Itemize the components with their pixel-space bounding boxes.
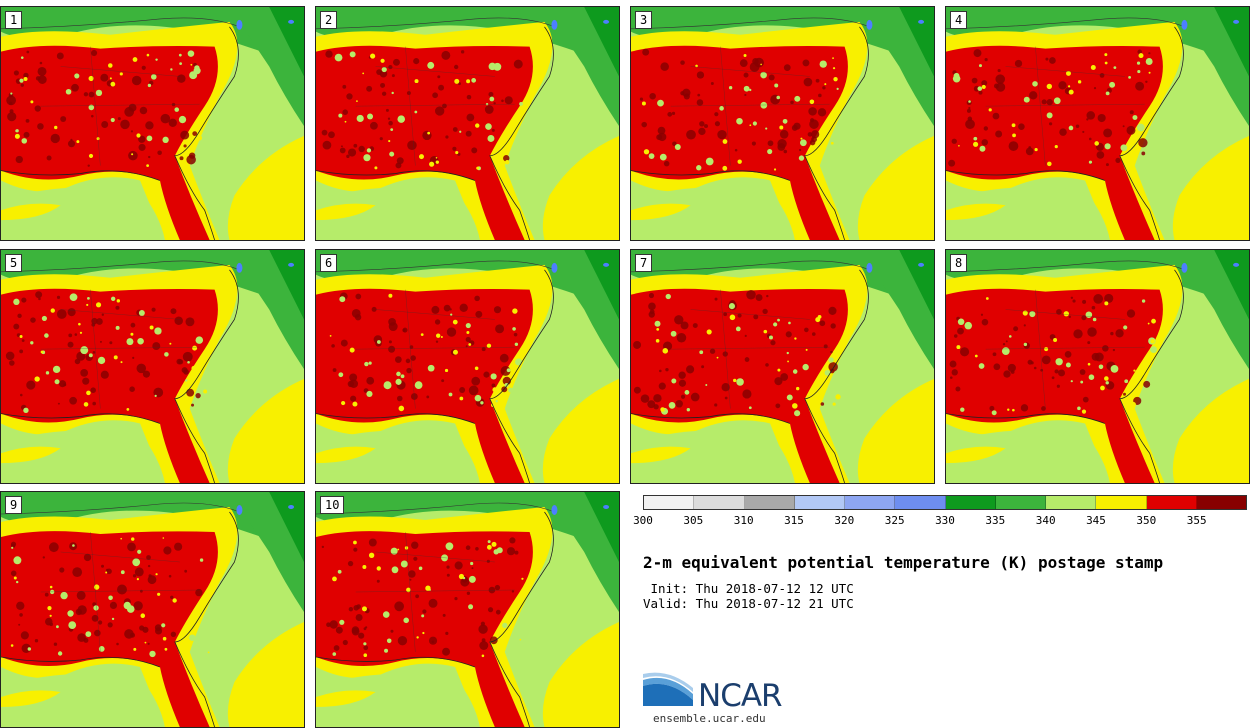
map-field	[631, 250, 934, 483]
member-label: 5	[5, 254, 23, 272]
map-field	[631, 7, 934, 240]
member-label: 10	[320, 496, 345, 514]
map-field	[946, 250, 1249, 483]
map-panel-10: 10	[315, 491, 620, 728]
colorbar-tick-label: 345	[1086, 514, 1106, 527]
colorbar-swatch	[1146, 496, 1197, 509]
member-label: 8	[950, 254, 968, 272]
map-field	[316, 250, 619, 483]
colorbar-tick-label: 310	[733, 514, 754, 527]
time-info: Init: Thu 2018-07-12 12 UTC Valid: Thu 2…	[643, 581, 854, 611]
map-field	[316, 492, 619, 727]
colorbar-tick-label: 325	[884, 514, 905, 527]
map-panel-4: 4	[945, 6, 1250, 241]
colorbar-swatch	[995, 496, 1046, 509]
colorbar-tick-label: 305	[683, 514, 704, 527]
colorbar-swatch	[1096, 496, 1147, 509]
colorbar-swatch	[694, 496, 745, 509]
colorbar-swatch	[895, 496, 946, 509]
map-field	[316, 7, 619, 240]
ncar-logo: NCAR ensemble.ucar.edu	[643, 672, 813, 728]
member-label: 3	[635, 11, 653, 29]
map-panel-7: 7	[630, 249, 935, 484]
colorbar-labels: 300 305 310 315 320 325 330 335 340 345 350 355	[633, 514, 1247, 528]
member-label: 6	[320, 254, 338, 272]
colorbar-swatch	[1196, 496, 1246, 509]
colorbar	[643, 495, 1247, 510]
map-field	[1, 492, 304, 727]
colorbar-swatch	[1046, 496, 1097, 509]
colorbar-tick-label: 320	[834, 514, 855, 527]
logo-text: NCAR	[698, 678, 783, 714]
plot-title: 2-m equivalent potential temperature (K)…	[643, 553, 1164, 572]
map-panel-8: 8	[945, 249, 1250, 484]
member-label: 7	[635, 254, 653, 272]
member-label: 2	[320, 11, 338, 29]
valid-time: Valid: Thu 2018-07-12 21 UTC	[643, 596, 854, 611]
colorbar-tick-label: 340	[1035, 514, 1056, 527]
map-field	[1, 7, 304, 240]
colorbar-tick-label: 350	[1136, 514, 1157, 527]
colorbar-swatch	[845, 496, 896, 509]
map-field	[946, 7, 1249, 240]
colorbar-tick-label: 315	[784, 514, 804, 527]
map-panel-9: 9	[0, 491, 305, 728]
logo-url: ensemble.ucar.edu	[653, 712, 766, 725]
map-panel-3: 3	[630, 6, 935, 241]
ncar-logo-mark	[643, 672, 693, 706]
colorbar-swatch	[744, 496, 795, 509]
map-field	[1, 250, 304, 483]
init-time: Init: Thu 2018-07-12 12 UTC	[643, 581, 854, 596]
colorbar-tick-label: 330	[935, 514, 955, 527]
colorbar-tick-label: 300	[633, 514, 653, 527]
map-panel-2: 2	[315, 6, 620, 241]
member-label: 1	[5, 11, 23, 29]
colorbar-swatch	[794, 496, 845, 509]
member-label: 4	[950, 11, 968, 29]
colorbar-swatch	[644, 496, 695, 509]
colorbar-swatch	[945, 496, 996, 509]
map-panel-5: 5	[0, 249, 305, 484]
map-panel-6: 6	[315, 249, 620, 484]
colorbar-tick-label: 355	[1186, 514, 1207, 527]
map-panel-1: 1	[0, 6, 305, 241]
member-label: 9	[5, 496, 23, 514]
colorbar-tick-label: 335	[985, 514, 1006, 527]
